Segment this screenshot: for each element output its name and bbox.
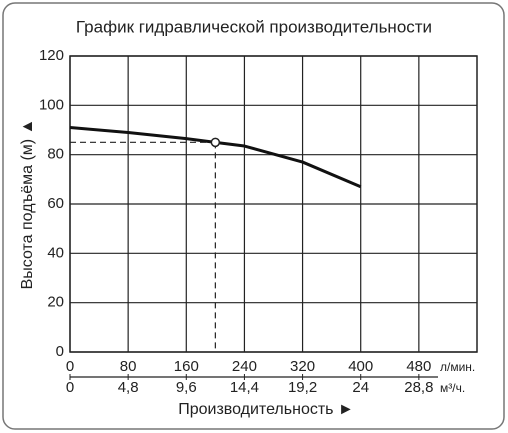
x-tick-label: 0	[66, 358, 74, 375]
y-tick-label: 80	[47, 146, 64, 163]
x2-unit: м³/ч.	[440, 381, 465, 395]
y-tick-label: 120	[39, 47, 64, 64]
x2-tick-label: 19,2	[288, 379, 317, 396]
y-tick-label: 0	[56, 343, 64, 360]
x2-tick-label: 9,6	[176, 379, 197, 396]
x-unit: л/мин.	[440, 360, 475, 374]
x2-tick-label: 4,8	[118, 379, 139, 396]
marker-point	[210, 137, 221, 148]
chart-title: График гидравлической производительности	[76, 17, 432, 36]
x2-tick-label: 14,4	[230, 379, 259, 396]
x-tick-label: 240	[232, 358, 257, 375]
x-tick-label: 480	[406, 358, 431, 375]
y-tick-label: 100	[39, 96, 64, 113]
x2-tick-label: 0	[66, 379, 74, 396]
x-tick-label: 80	[120, 358, 137, 375]
x2-tick-label: 24	[352, 379, 369, 396]
y-tick-label: 60	[47, 195, 64, 212]
x-tick-label: 320	[290, 358, 315, 375]
y-tick-label: 20	[47, 294, 64, 311]
y-tick-label: 40	[47, 244, 64, 261]
x-axis-label: Производительность ►	[178, 401, 354, 418]
x2-tick-label: 28,8	[404, 379, 433, 396]
x-tick-label: 400	[348, 358, 373, 375]
y-axis-label: Высота подъёма (м) ▲	[19, 119, 36, 290]
x-tick-label: 160	[174, 358, 199, 375]
